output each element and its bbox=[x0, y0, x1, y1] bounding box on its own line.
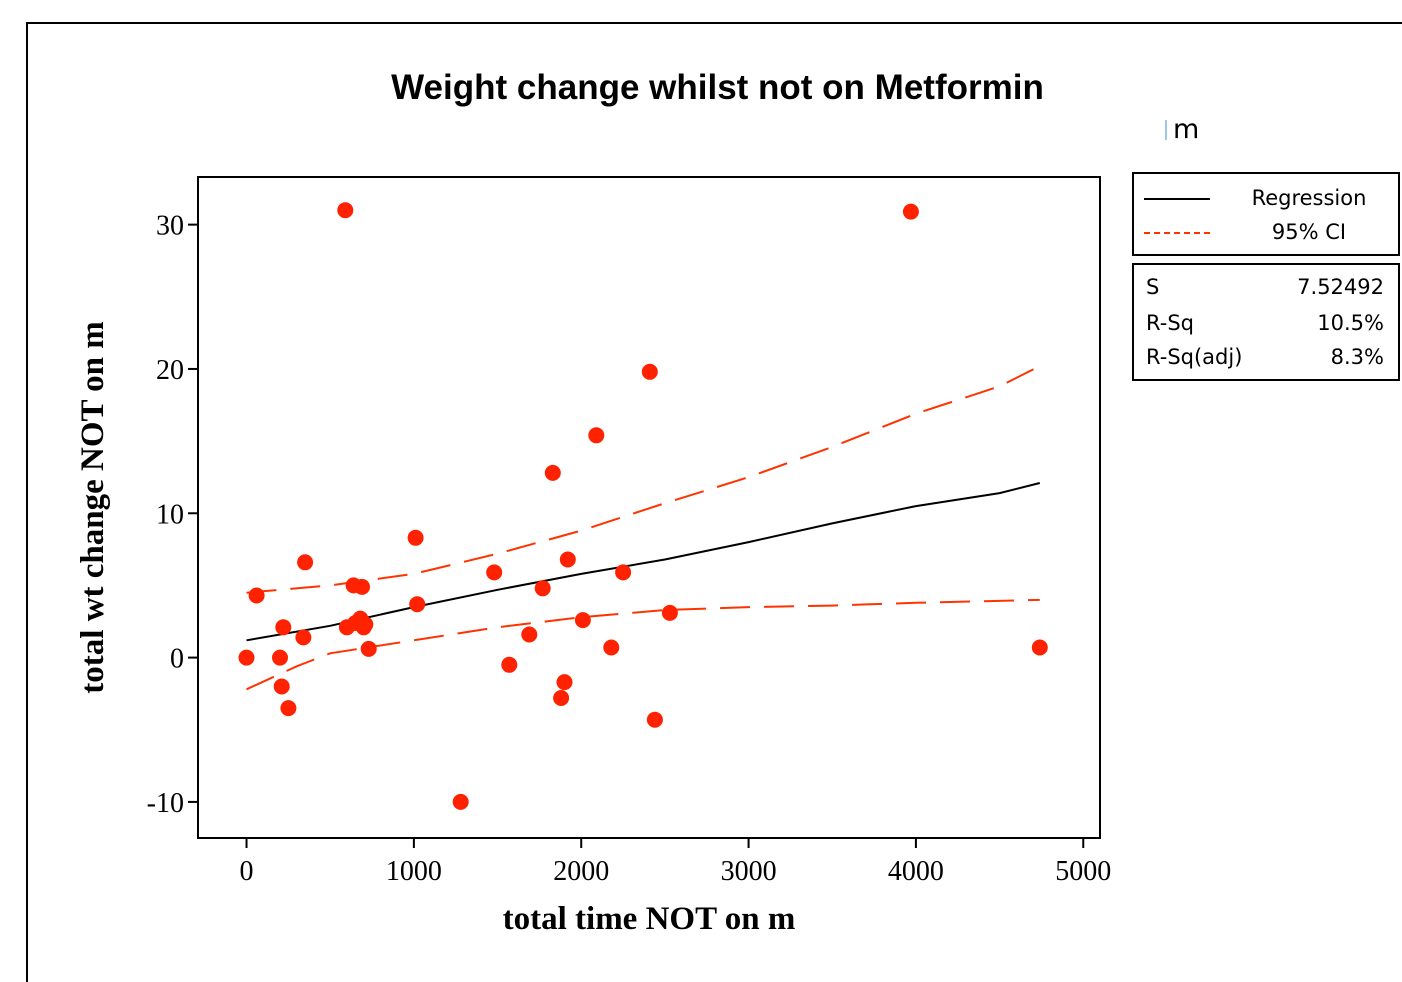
x-axis-label: total time NOT on m bbox=[503, 901, 796, 937]
data-point bbox=[354, 578, 370, 595]
data-point bbox=[615, 564, 632, 581]
x-tick-label: 0 bbox=[240, 856, 254, 887]
y-tick-label: -10 bbox=[147, 788, 184, 819]
stat-row-rsq: R-Sq 10.5% bbox=[1146, 311, 1384, 341]
data-point bbox=[902, 203, 919, 220]
x-tick-label: 1000 bbox=[386, 856, 442, 887]
y-tick-label: 20 bbox=[156, 355, 184, 386]
stat-name: S bbox=[1146, 275, 1160, 299]
data-point bbox=[238, 649, 255, 666]
data-point bbox=[409, 596, 426, 613]
regression-line bbox=[246, 482, 1041, 642]
data-point bbox=[360, 640, 377, 657]
x-tick-label: 4000 bbox=[888, 856, 944, 887]
data-point bbox=[486, 564, 503, 581]
data-point bbox=[574, 612, 591, 629]
legend-item-regression: Regression bbox=[1134, 184, 1398, 216]
chart-subtitle: m bbox=[1165, 114, 1199, 145]
x-tick-label: 2000 bbox=[553, 856, 609, 887]
stat-row-rsq-adj: R-Sq(adj) 8.3% bbox=[1146, 345, 1384, 375]
data-point bbox=[646, 711, 663, 728]
data-point bbox=[248, 587, 265, 604]
data-point bbox=[521, 626, 538, 643]
data-point bbox=[275, 619, 292, 636]
plot-area bbox=[197, 176, 1101, 839]
stat-name: R-Sq(adj) bbox=[1146, 345, 1243, 369]
ci-lower-line bbox=[246, 598, 1040, 691]
data-point bbox=[407, 529, 424, 546]
data-point bbox=[553, 690, 570, 706]
data-point bbox=[501, 656, 518, 673]
data-point bbox=[357, 616, 374, 633]
data-point bbox=[556, 674, 573, 691]
stats-box: S 7.52492 R-Sq 10.5% R-Sq(adj) 8.3% bbox=[1132, 263, 1400, 381]
data-point bbox=[272, 649, 288, 666]
ci-upper-line bbox=[246, 365, 1041, 594]
chart-title: Weight change whilst not on Metformin bbox=[391, 68, 1044, 107]
y-axis-label: total wt change NOT on m bbox=[75, 321, 111, 693]
data-point bbox=[641, 363, 658, 380]
data-point bbox=[603, 639, 620, 656]
stat-name: R-Sq bbox=[1146, 311, 1194, 335]
subtitle-marker bbox=[1165, 120, 1167, 140]
legend-swatch-dashed bbox=[1144, 232, 1210, 234]
legend-label: 95% CI bbox=[1271, 220, 1347, 244]
data-point bbox=[452, 793, 469, 810]
scatter-plot: 0 1000 2000 3000 4000 5000 -10 0 10 20 30 total tim… bbox=[75, 176, 1111, 937]
legend-swatch-solid bbox=[1144, 198, 1210, 200]
data-point bbox=[337, 202, 354, 219]
stat-value: 8.3% bbox=[1330, 345, 1384, 369]
data-point bbox=[588, 427, 605, 444]
data-point bbox=[559, 551, 576, 568]
legend-item-ci: 95% CI bbox=[1134, 218, 1398, 250]
data-point bbox=[297, 554, 314, 571]
data-point bbox=[280, 700, 297, 717]
chart-frame bbox=[26, 22, 1402, 982]
y-tick-label: 30 bbox=[156, 211, 184, 242]
legend: Regression 95% CI bbox=[1132, 172, 1400, 256]
stat-row-s: S 7.52492 bbox=[1146, 275, 1384, 305]
data-point bbox=[273, 678, 290, 695]
data-point bbox=[544, 464, 561, 481]
subtitle-text: m bbox=[1173, 114, 1200, 145]
y-tick-label: 0 bbox=[170, 644, 184, 675]
data-point bbox=[534, 580, 551, 597]
data-point bbox=[661, 604, 678, 621]
x-tick-label: 5000 bbox=[1055, 856, 1111, 887]
x-tick-label: 3000 bbox=[721, 856, 777, 887]
stat-value: 7.52492 bbox=[1297, 275, 1384, 299]
stat-value: 10.5% bbox=[1317, 311, 1384, 335]
data-point bbox=[295, 629, 312, 646]
y-tick-label: 10 bbox=[156, 499, 184, 530]
legend-label: Regression bbox=[1251, 186, 1367, 210]
data-point bbox=[1031, 639, 1048, 656]
